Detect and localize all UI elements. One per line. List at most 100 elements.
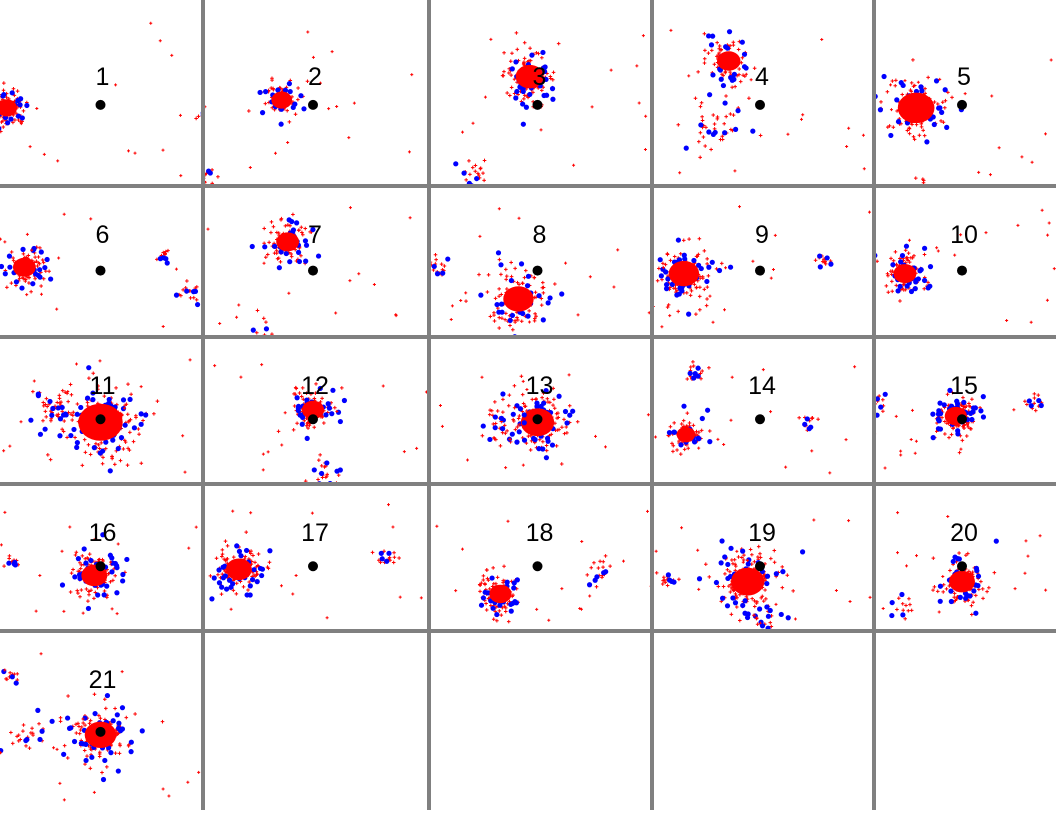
- point-red: [671, 443, 676, 448]
- panel-21: 21: [0, 631, 203, 810]
- point-blue: [521, 420, 527, 426]
- point-red: [1032, 396, 1037, 400]
- point-red: [905, 564, 909, 568]
- point-red: [194, 525, 198, 529]
- point-red: [170, 53, 174, 57]
- point-red: [305, 79, 310, 84]
- point-red: [612, 285, 616, 289]
- point-red: [299, 225, 304, 230]
- panel-divider: [0, 184, 1056, 188]
- point-red: [62, 743, 67, 748]
- point-blue: [1038, 402, 1044, 409]
- reference-point: [755, 561, 765, 572]
- point-red: [213, 364, 217, 368]
- point-blue: [898, 259, 904, 265]
- point-red: [1023, 571, 1027, 575]
- point-blue: [732, 600, 739, 606]
- point-red: [117, 751, 122, 756]
- point-blue: [216, 580, 223, 586]
- point-red: [691, 423, 696, 428]
- point-red: [556, 41, 561, 46]
- point-red: [68, 525, 72, 529]
- panel-plot-3: 3: [453, 31, 648, 186]
- point-red: [910, 122, 914, 127]
- point-blue: [275, 87, 281, 93]
- point-blue: [666, 429, 673, 436]
- reference-point: [308, 561, 318, 572]
- point-red: [260, 363, 264, 367]
- point-red: [241, 585, 246, 589]
- point-red: [92, 692, 97, 697]
- point-blue: [695, 435, 701, 441]
- point-blue: [120, 397, 127, 403]
- point-red: [318, 400, 323, 404]
- point-blue: [556, 393, 562, 399]
- point-blue: [222, 573, 228, 579]
- point-blue: [6, 253, 13, 259]
- point-blue: [824, 255, 830, 261]
- point-blue: [386, 550, 392, 556]
- point-red: [517, 423, 521, 427]
- point-red: [641, 34, 645, 38]
- point-blue: [297, 412, 303, 418]
- point-red: [82, 748, 87, 753]
- panel-label: 14: [748, 372, 776, 400]
- point-blue: [77, 575, 83, 582]
- point-red: [116, 542, 120, 546]
- point-blue: [6, 560, 12, 566]
- point-red: [917, 133, 922, 138]
- point-blue: [35, 391, 41, 397]
- point-blue: [100, 448, 106, 454]
- point-red: [77, 724, 81, 729]
- point-blue: [544, 92, 550, 98]
- point-red: [247, 580, 252, 584]
- point-red: [926, 280, 930, 285]
- point-blue: [379, 556, 385, 562]
- point-red: [0, 751, 3, 755]
- point-red: [596, 566, 601, 570]
- point-blue: [216, 567, 222, 573]
- point-red: [903, 79, 907, 83]
- point-red: [609, 68, 613, 72]
- point-red: [909, 81, 914, 85]
- point-red: [663, 580, 668, 585]
- point-blue: [520, 101, 526, 107]
- point-red: [49, 418, 53, 423]
- point-red: [1030, 160, 1034, 164]
- point-red: [685, 377, 690, 381]
- point-red: [34, 259, 39, 264]
- point-red: [700, 369, 704, 373]
- point-red: [512, 405, 517, 410]
- point-red: [7, 556, 11, 561]
- point-red: [722, 442, 726, 446]
- point-red: [527, 320, 531, 324]
- point-red: [702, 31, 707, 36]
- point-red: [296, 228, 301, 233]
- point-blue: [683, 145, 689, 151]
- point-red: [894, 414, 898, 418]
- point-red: [506, 519, 510, 523]
- point-red: [987, 585, 991, 590]
- point-red: [196, 114, 201, 119]
- point-red: [704, 562, 708, 567]
- point-red: [503, 317, 507, 322]
- point-red: [23, 279, 28, 283]
- point-red: [336, 473, 341, 477]
- point-red: [741, 73, 745, 78]
- point-red: [58, 781, 62, 785]
- point-blue: [0, 126, 2, 131]
- point-red: [442, 264, 447, 268]
- point-red: [263, 101, 268, 106]
- point-blue: [83, 757, 89, 764]
- point-red: [82, 437, 87, 442]
- point-red: [576, 313, 580, 317]
- point-red: [974, 593, 978, 598]
- point-red: [665, 252, 670, 257]
- point-red: [523, 268, 528, 273]
- point-blue: [267, 548, 273, 554]
- point-red: [3, 510, 7, 514]
- point-red: [950, 95, 954, 100]
- point-red: [61, 429, 66, 434]
- point-blue: [78, 404, 84, 411]
- point-red: [2, 81, 6, 85]
